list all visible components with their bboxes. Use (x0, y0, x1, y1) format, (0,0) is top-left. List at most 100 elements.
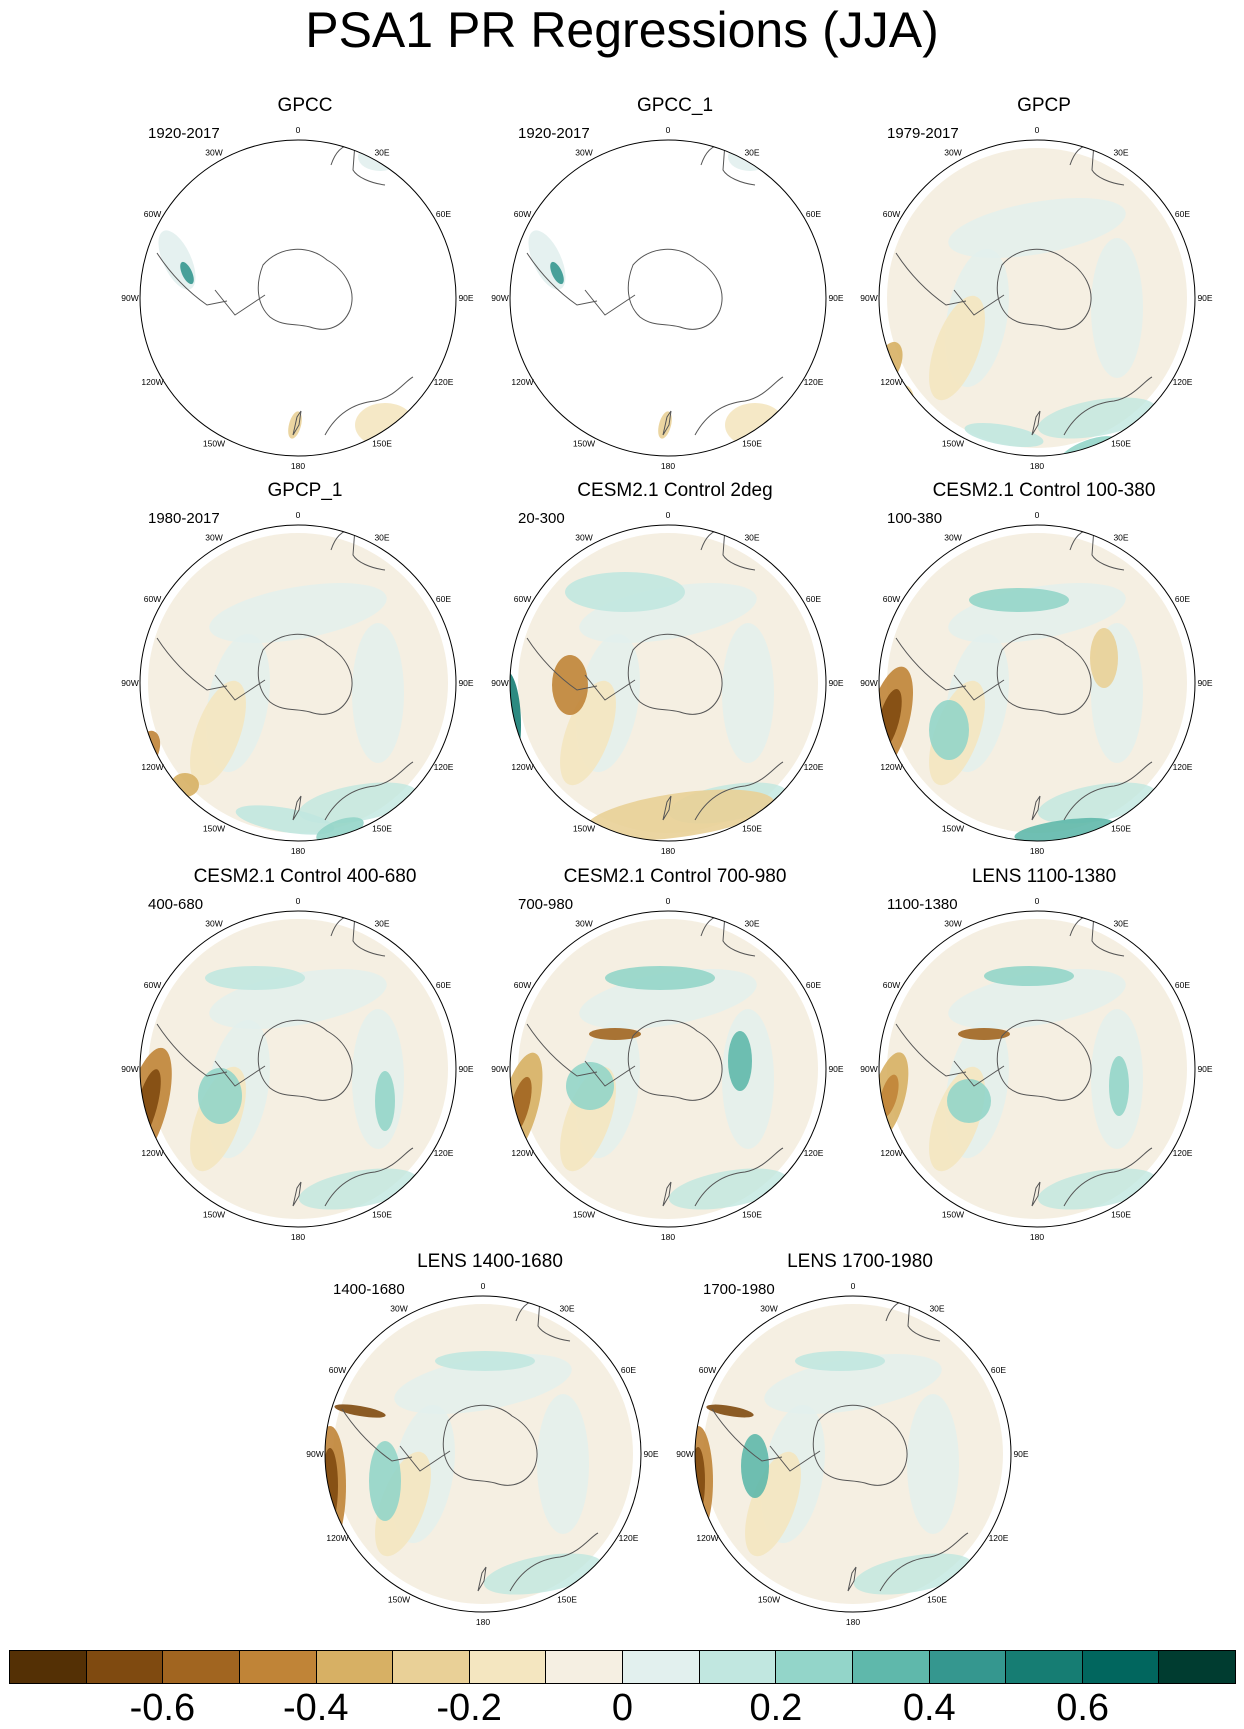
longitude-label: 150E (742, 1209, 762, 1219)
panel-period: 1400-1680 (333, 1281, 405, 1298)
longitude-label: 60E (806, 209, 821, 219)
longitude-label: 150E (1111, 823, 1131, 833)
longitude-label: 180 (1030, 846, 1044, 856)
longitude-label: 90E (1197, 293, 1212, 303)
map-panel: 0 30E 60E 90E 120E 150E 180 150W 120W 90W 60W 30W LE… (650, 1251, 1070, 1631)
longitude-label: 0 (1035, 510, 1040, 520)
colorbar-box (1082, 1651, 1160, 1683)
longitude-label: 60E (621, 1365, 636, 1375)
colorbar-label: 0 (611, 1687, 634, 1729)
longitude-label: 60E (991, 1365, 1006, 1375)
panel-period: 100-380 (887, 510, 943, 527)
panel-title: GPCP_1 (267, 480, 343, 501)
longitude-label: 30W (205, 533, 222, 543)
colorbar-box (316, 1651, 394, 1683)
polar-map: 0 30E 60E 90E 120E 150E 180 150W 120W 90W 60W 30W (860, 510, 1213, 856)
colorbar-box (546, 1651, 623, 1683)
longitude-label: 120E (1173, 762, 1193, 772)
longitude-label: 120E (804, 377, 824, 387)
longitude-label: 0 (666, 896, 671, 906)
longitude-label: 60W (514, 209, 531, 219)
longitude-label: 120E (434, 762, 454, 772)
longitude-label: 120E (1173, 1148, 1193, 1158)
colorbar-box (469, 1651, 547, 1683)
colorbar-label: 0.4 (902, 1687, 956, 1729)
colorbar-box (393, 1651, 470, 1683)
map-panel: 0 30E 60E 90E 120E 150E 180 150W 120W 90W 60W 30W LE… (280, 1251, 700, 1631)
longitude-label: 30E (744, 533, 759, 543)
map-panel: 0 30E 60E 90E 120E 150E 180 150W 120W 90W 60W 30W CE… (834, 480, 1244, 860)
longitude-label: 60E (436, 209, 451, 219)
longitude-label: 120W (326, 1533, 348, 1543)
longitude-label: 120E (804, 1148, 824, 1158)
longitude-label: 150W (573, 438, 595, 448)
polar-map: 0 30E 60E 90E 120E 150E 180 150W 120W 90W 60W 30W (491, 510, 844, 856)
longitude-label: 30E (1113, 148, 1128, 158)
panel-title: GPCC (277, 95, 333, 116)
longitude-label: 30W (760, 1304, 777, 1314)
longitude-label: 60W (144, 980, 161, 990)
longitude-label: 60E (1175, 209, 1190, 219)
longitude-label: 60W (144, 594, 161, 604)
colorbar-box (776, 1651, 853, 1683)
longitude-label: 60W (514, 980, 531, 990)
polar-map: 0 30E 60E 90E 120E 150E 180 150W 120W 90W 60W 30W (121, 510, 474, 856)
longitude-label: 0 (296, 896, 301, 906)
longitude-label: 120E (989, 1533, 1009, 1543)
longitude-label: 120E (619, 1533, 639, 1543)
longitude-label: 60E (806, 980, 821, 990)
map-panel: 0 30E 60E 90E 120E 150E 180 150W 120W 90W 60W 30W GP… (95, 95, 515, 475)
longitude-label: 0 (481, 1281, 486, 1291)
longitude-label: 150E (557, 1594, 577, 1604)
colorbar-label: -0.4 (283, 1687, 349, 1729)
panel-period: 1920-2017 (148, 125, 220, 142)
longitude-label: 150W (388, 1594, 410, 1604)
panel-period: 1920-2017 (518, 125, 590, 142)
longitude-label: 90E (828, 293, 843, 303)
longitude-label: 150E (742, 438, 762, 448)
panel-period: 1700-1980 (703, 1281, 775, 1298)
longitude-label: 120W (880, 1148, 902, 1158)
longitude-label: 60E (436, 980, 451, 990)
longitude-label: 90W (860, 678, 877, 688)
longitude-label: 60W (883, 209, 900, 219)
longitude-label: 30W (944, 148, 961, 158)
polar-map: 0 30E 60E 90E 120E 150E 180 150W 120W 90W 60W 30W (121, 896, 474, 1242)
longitude-label: 90E (458, 293, 473, 303)
longitude-label: 30W (944, 919, 961, 929)
panel-title: LENS 1700-1980 (787, 1251, 933, 1272)
longitude-label: 120W (141, 762, 163, 772)
map-panel: 0 30E 60E 90E 120E 150E 180 150W 120W 90W 60W 30W GP… (95, 480, 515, 860)
panel-title: LENS 1100-1380 (971, 866, 1117, 887)
colorbar-box (699, 1651, 777, 1683)
longitude-label: 90E (1197, 1064, 1212, 1074)
longitude-label: 90W (860, 1064, 877, 1074)
longitude-label: 150E (372, 438, 392, 448)
panel-title: GPCC_1 (636, 95, 714, 116)
panel-period: 1100-1380 (887, 896, 958, 913)
longitude-label: 60W (699, 1365, 716, 1375)
longitude-label: 30E (374, 919, 389, 929)
longitude-label: 180 (661, 1232, 675, 1242)
longitude-label: 120E (1173, 377, 1193, 387)
longitude-label: 90E (458, 678, 473, 688)
map-panel: 0 30E 60E 90E 120E 150E 180 150W 120W 90W 60W 30W CE… (465, 480, 885, 860)
longitude-label: 150W (573, 1209, 595, 1219)
longitude-label: 180 (846, 1617, 860, 1627)
polar-map: 0 30E 60E 90E 120E 150E 180 150W 120W 90W 60W 30W (860, 125, 1213, 471)
polar-map: 0 30E 60E 90E 120E 150E 180 150W 120W 90W 60W 30W (860, 896, 1213, 1242)
colorbar-label: 0.6 (1056, 1687, 1110, 1729)
longitude-label: 120W (511, 762, 533, 772)
panel-title: CESM2.1 Control 2deg (577, 480, 773, 501)
longitude-label: 30W (575, 148, 592, 158)
polar-map: 0 30E 60E 90E 120E 150E 180 150W 120W 90W 60W 30W (121, 125, 474, 471)
longitude-label: 120E (804, 762, 824, 772)
map-panel: 0 30E 60E 90E 120E 150E 180 150W 120W 90W 60W 30W CE… (465, 866, 885, 1246)
longitude-label: 150W (573, 823, 595, 833)
colorbar-box (1006, 1651, 1083, 1683)
longitude-label: 90W (121, 1064, 138, 1074)
map-panel: 0 30E 60E 90E 120E 150E 180 150W 120W 90W 60W 30W CE… (95, 866, 515, 1246)
colorbar-box (163, 1651, 240, 1683)
colorbar-label: 0.2 (749, 1687, 803, 1729)
longitude-label: 150W (758, 1594, 780, 1604)
